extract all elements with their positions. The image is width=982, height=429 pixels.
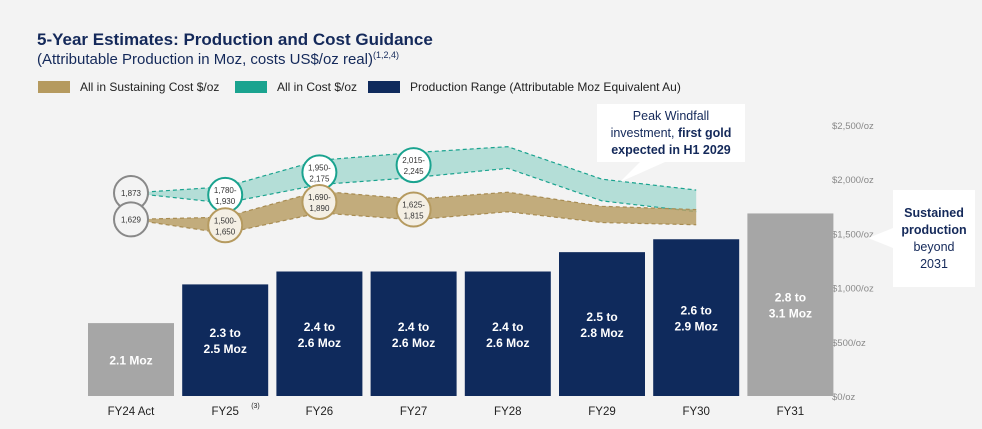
legend-aic: All in Cost $/oz bbox=[235, 80, 357, 94]
aic-value-label: 1,780- bbox=[214, 186, 237, 195]
legend-swatch-production bbox=[368, 81, 400, 93]
aisc-value-circle bbox=[113, 201, 149, 238]
legend-label: Production Range (Attributable Moz Equiv… bbox=[410, 80, 681, 94]
x-tick-label: FY30 bbox=[682, 406, 710, 418]
bar-label: 2.8 Moz bbox=[580, 326, 623, 340]
bar-label: 2.5 to bbox=[586, 310, 617, 324]
callout-line: 2031 bbox=[920, 257, 948, 271]
bar-label: 2.8 to bbox=[775, 291, 806, 305]
callout-line: investment, first gold bbox=[597, 125, 745, 142]
aic-value-label: 1,873 bbox=[121, 189, 142, 198]
legend-aisc: All in Sustaining Cost $/oz bbox=[38, 80, 219, 94]
aisc-value-label: 1,690- bbox=[308, 193, 331, 202]
callout-pointer bbox=[620, 162, 665, 182]
bar-label: 2.9 Moz bbox=[675, 320, 718, 334]
aic-value-label: 1,950- bbox=[308, 163, 331, 172]
aisc-value-label: 1,629 bbox=[121, 215, 142, 224]
bar-label: 2.3 to bbox=[210, 326, 241, 340]
y-tick-label: $1,000/oz bbox=[832, 284, 874, 295]
bar-label: 2.1 Moz bbox=[109, 354, 152, 368]
production-bar bbox=[559, 252, 645, 396]
x-tick-label: FY28 bbox=[494, 406, 522, 418]
sustained-production-callout: Sustained production beyond 2031 bbox=[893, 190, 975, 287]
peak-windfall-callout: Peak Windfall investment, first gold exp… bbox=[597, 104, 745, 162]
x-tick-label: FY24 Act bbox=[108, 406, 155, 418]
production-bar bbox=[653, 239, 740, 396]
callout-text: investment, bbox=[610, 126, 678, 140]
chart-subtitle: (Attributable Production in Moz, costs U… bbox=[37, 50, 399, 68]
legend-label: All in Sustaining Cost $/oz bbox=[80, 80, 220, 94]
production-bar bbox=[464, 271, 551, 396]
aisc-value-label: 1,500- bbox=[214, 216, 237, 225]
production-bar bbox=[88, 323, 174, 396]
production-bar bbox=[747, 213, 834, 396]
aic-value-circle bbox=[395, 147, 432, 184]
aisc-value-circle bbox=[395, 191, 432, 228]
aisc-value-circle bbox=[301, 183, 338, 220]
callout-line: production bbox=[901, 223, 967, 237]
legend-production: Production Range (Attributable Moz Equiv… bbox=[368, 80, 681, 94]
production-bar bbox=[182, 284, 269, 396]
x-tick-label: FY31 bbox=[777, 406, 805, 418]
y-tick-label: $2,500/oz bbox=[832, 121, 874, 132]
bar-label: 2.5 Moz bbox=[204, 342, 247, 356]
x-tick-label: FY29 bbox=[588, 406, 616, 418]
y-tick-label: $0/oz bbox=[832, 392, 855, 403]
bar-label: 2.6 to bbox=[681, 304, 712, 318]
x-tick-label: FY26 bbox=[306, 406, 334, 418]
subtitle-text: (Attributable Production in Moz, costs U… bbox=[37, 51, 373, 68]
bar-label: 2.4 to bbox=[492, 320, 523, 334]
aic-value-label: 2,015- bbox=[402, 156, 425, 165]
bar-label: 2.6 Moz bbox=[486, 336, 529, 350]
legend-swatch-aic bbox=[235, 81, 267, 93]
aic-value-label: 1,930 bbox=[215, 197, 236, 206]
aisc-value-label: 1,650 bbox=[215, 227, 236, 236]
bar-label: 2.6 Moz bbox=[298, 336, 341, 350]
aisc-value-circle bbox=[207, 207, 244, 244]
callout-line: beyond bbox=[913, 240, 955, 254]
legend-swatch-aisc bbox=[38, 81, 70, 93]
callout-bold: first gold bbox=[677, 126, 732, 140]
bar-label: 3.1 Moz bbox=[769, 307, 812, 321]
aic-value-label: 2,245 bbox=[404, 167, 425, 176]
bar-label: 2.4 to bbox=[398, 320, 429, 334]
production-bar bbox=[276, 271, 363, 396]
x-tick-label: FY25 bbox=[211, 406, 239, 418]
x-tick-note: (3) bbox=[251, 403, 260, 410]
production-bar bbox=[370, 271, 457, 396]
bar-label: 2.4 to bbox=[304, 320, 335, 334]
aic-value-label: 2,175 bbox=[309, 174, 330, 183]
y-tick-label: $500/oz bbox=[832, 338, 866, 349]
chart-title: 5-Year Estimates: Production and Cost Gu… bbox=[37, 30, 433, 49]
callout-line: Sustained bbox=[904, 206, 964, 220]
legend-label: All in Cost $/oz bbox=[277, 80, 358, 94]
callout-pointer bbox=[868, 228, 893, 248]
y-tick-label: $2,000/oz bbox=[832, 175, 874, 186]
y-tick-label: $1,500/oz bbox=[832, 229, 874, 240]
subtitle-note: (1,2,4) bbox=[372, 50, 399, 60]
aisc-value-label: 1,890 bbox=[309, 204, 330, 213]
aisc-value-label: 1,625- bbox=[402, 201, 425, 210]
bar-label: 2.6 Moz bbox=[392, 336, 435, 350]
callout-line: expected in H1 2029 bbox=[611, 143, 731, 157]
callout-line: Peak Windfall bbox=[632, 109, 710, 123]
x-tick-label: FY27 bbox=[400, 406, 428, 418]
aisc-value-label: 1,815 bbox=[404, 212, 425, 221]
